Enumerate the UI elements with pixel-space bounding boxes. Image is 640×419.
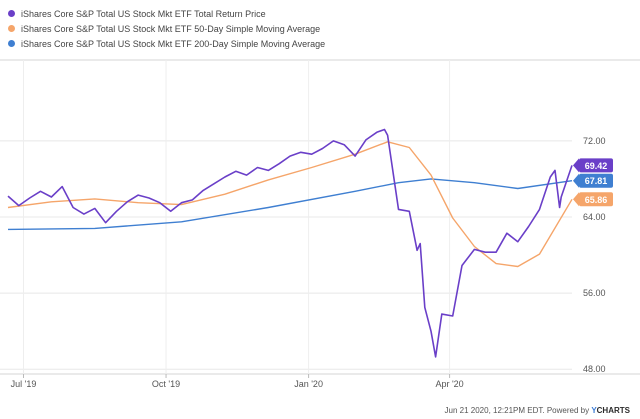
legend-swatch <box>8 40 15 47</box>
attribution-powered: Powered by <box>546 406 590 415</box>
end-label-3: 67.81 <box>573 173 613 188</box>
legend-swatch <box>8 25 15 32</box>
x-tick-label: Jan '20 <box>294 379 323 389</box>
series-line-2 <box>7 141 573 268</box>
end-label-pointer <box>573 158 579 173</box>
gridlines <box>0 59 640 375</box>
legend-label: iShares Core S&P Total US Stock Mkt ETF … <box>21 8 266 19</box>
legend-item-1: iShares Core S&P Total US Stock Mkt ETF … <box>8 6 325 21</box>
legend-item-3: iShares Core S&P Total US Stock Mkt ETF … <box>8 36 325 51</box>
end-label-pointer <box>573 173 579 188</box>
y-tick-label: 48.00 <box>583 364 606 374</box>
series-lines <box>7 128 573 358</box>
legend-label: iShares Core S&P Total US Stock Mkt ETF … <box>21 23 321 34</box>
series-line-3 <box>7 178 573 231</box>
end-label-text: 65.86 <box>585 195 608 205</box>
ycharts-logo-text: CHARTS <box>596 406 630 415</box>
legend: iShares Core S&P Total US Stock Mkt ETF … <box>8 6 325 51</box>
ycharts-logo-y: Y <box>591 406 597 415</box>
y-tick-label: 56.00 <box>583 288 606 298</box>
x-axis: Jul '19 Oct '19 Jan '20 Apr '20 <box>11 374 464 389</box>
legend-item-2: iShares Core S&P Total US Stock Mkt ETF … <box>8 21 325 36</box>
x-tick-label: Oct '19 <box>152 379 180 389</box>
end-label-box <box>579 158 613 173</box>
x-tick-label: Apr '20 <box>435 379 463 389</box>
end-label-box <box>579 192 613 207</box>
end-label-text: 67.81 <box>585 176 608 186</box>
legend-swatch <box>8 10 15 17</box>
y-axis: 48.00 56.00 64.00 72.00 <box>583 136 606 374</box>
end-label-1: 69.42 <box>573 158 613 173</box>
y-tick-label: 72.00 <box>583 136 606 146</box>
end-label-pointer <box>573 192 579 207</box>
series-line-1 <box>7 128 573 358</box>
attribution: Jun 21 2020, 12:21PM EDT. Powered by YCH… <box>445 406 630 415</box>
y-tick-label: 64.00 <box>583 212 606 222</box>
end-label-box <box>579 173 613 188</box>
x-tick-label: Jul '19 <box>11 379 37 389</box>
end-label-2: 65.86 <box>573 192 613 207</box>
end-value-labels: 69.42 65.86 67.81 <box>573 158 613 207</box>
legend-label: iShares Core S&P Total US Stock Mkt ETF … <box>21 38 326 49</box>
end-label-text: 69.42 <box>585 161 608 171</box>
attribution-date: Jun 21 2020, 12:21PM EDT. <box>444 406 545 415</box>
